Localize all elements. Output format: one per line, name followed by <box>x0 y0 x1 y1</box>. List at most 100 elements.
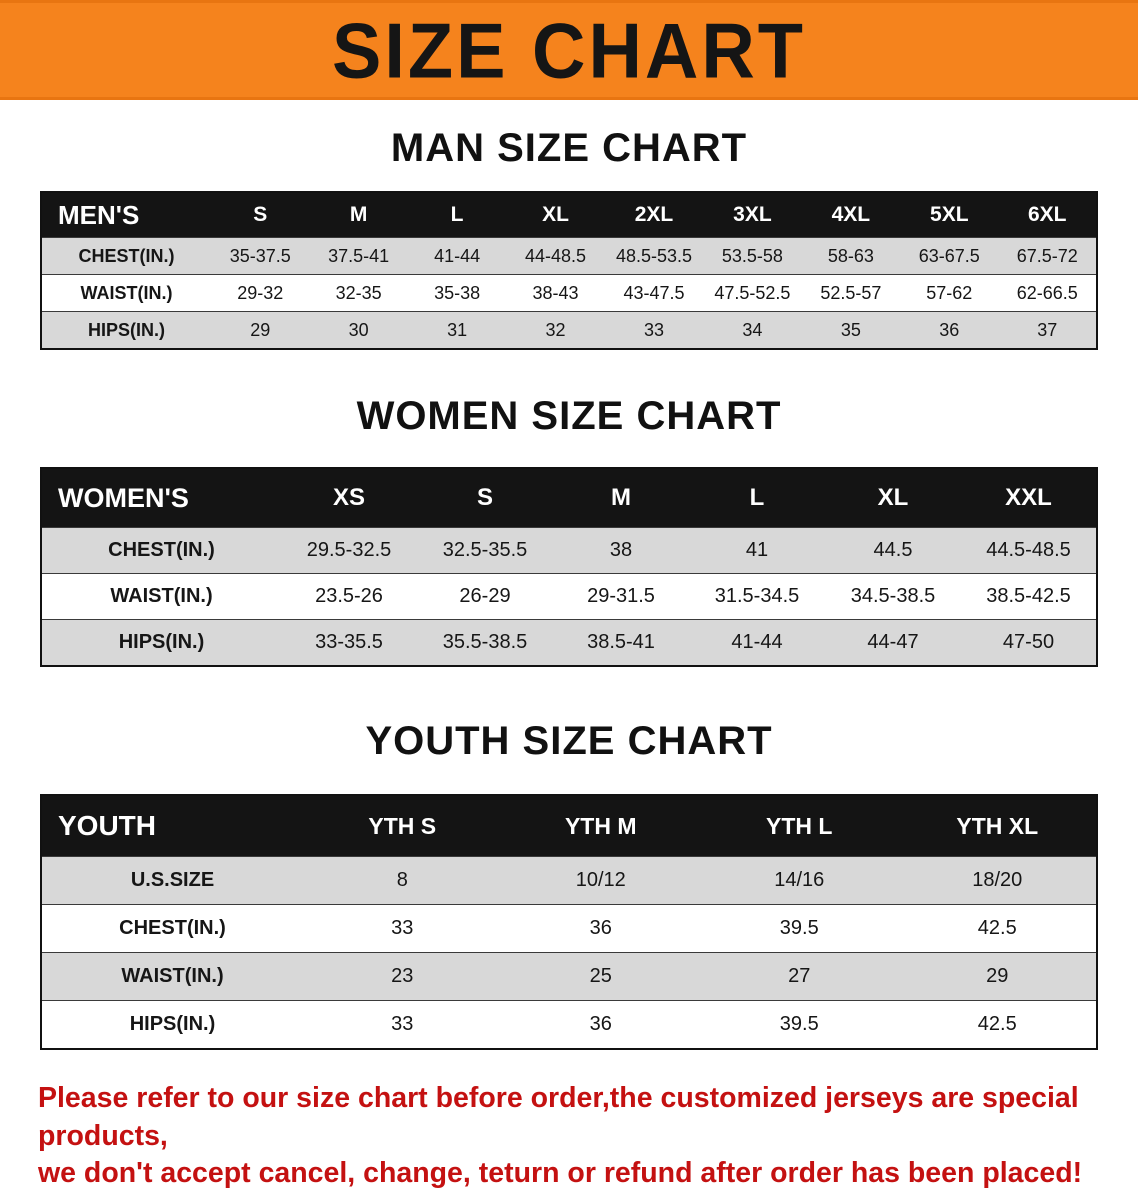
size-value: 38-43 <box>506 274 605 312</box>
women-section-title: WOMEN SIZE CHART <box>356 394 782 438</box>
row-label: CHEST(IN.) <box>41 237 211 275</box>
youth-size-column-header: YTH L <box>700 795 899 857</box>
size-value: 47-50 <box>961 619 1097 667</box>
size-value: 44-47 <box>825 619 961 667</box>
youth-size-column-header: YTH S <box>303 795 502 857</box>
size-value: 35 <box>801 311 901 350</box>
row-label: HIPS(IN.) <box>41 1000 303 1050</box>
size-value: 58-63 <box>801 237 901 275</box>
women-size-column-header: XXL <box>961 468 1097 528</box>
size-value: 33 <box>604 311 704 350</box>
size-value: 38 <box>553 527 689 574</box>
women-size-column-header: S <box>417 468 553 528</box>
size-value: 10/12 <box>501 856 700 905</box>
size-value: 31 <box>407 311 507 350</box>
size-value: 47.5-52.5 <box>703 274 802 312</box>
size-value: 44.5 <box>825 527 961 574</box>
size-value: 36 <box>900 311 999 350</box>
men-table-corner-label: MEN'S <box>41 192 211 238</box>
size-value: 23.5-26 <box>281 573 417 620</box>
row-label: WAIST(IN.) <box>41 274 211 312</box>
size-value: 27 <box>700 952 899 1001</box>
size-value: 42.5 <box>898 1000 1097 1050</box>
row-label: WAIST(IN.) <box>41 952 303 1001</box>
size-value: 38.5-42.5 <box>961 573 1097 620</box>
size-value: 36 <box>501 904 700 953</box>
women-size-column-header: XL <box>825 468 961 528</box>
size-value: 37 <box>998 311 1097 350</box>
row-label: U.S.SIZE <box>41 856 303 905</box>
men-size-column-header: L <box>407 192 507 238</box>
size-value: 57-62 <box>900 274 999 312</box>
men-size-column-header: 4XL <box>801 192 901 238</box>
size-value: 34 <box>703 311 802 350</box>
disclaimer: Please refer to our size chart before or… <box>0 1080 1138 1193</box>
size-value: 32 <box>506 311 605 350</box>
size-value: 42.5 <box>898 904 1097 953</box>
size-value: 33 <box>303 1000 502 1050</box>
size-value: 52.5-57 <box>801 274 901 312</box>
women-row-waist-in: WAIST(IN.) 23.5-26 26-29 29-31.5 31.5-34.5 34… <box>41 573 1097 620</box>
size-value: 35-37.5 <box>211 237 310 275</box>
youth-header-row: YOUTH YTH S YTH M YTH L YTH XL <box>41 795 1097 857</box>
size-value: 41-44 <box>407 237 507 275</box>
women-size-table: WOMEN'S XS S M L XL XXL CHEST(IN.) 29.5-32.5 32.5… <box>40 467 1098 667</box>
youth-row-u-s-size: U.S.SIZE 8 10/12 14/16 18/20 <box>41 856 1097 905</box>
size-value: 25 <box>501 952 700 1001</box>
men-size-table: MEN'S S M L XL 2XL 3XL 4XL 5XL 6XL CHEST(IN.) 35-37… <box>40 191 1098 350</box>
youth-size-section: YOUTH SIZE CHART YOUTH YTH S YTH M YTH L YTH… <box>0 719 1138 1050</box>
youth-table-corner-label: YOUTH <box>41 795 303 857</box>
size-value: 34.5-38.5 <box>825 573 961 620</box>
women-table-corner-label: WOMEN'S <box>41 468 281 528</box>
row-label: CHEST(IN.) <box>41 527 281 574</box>
youth-row-waist-in: WAIST(IN.) 23 25 27 29 <box>41 952 1097 1001</box>
size-value: 39.5 <box>700 1000 899 1050</box>
women-row-chest-in: CHEST(IN.) 29.5-32.5 32.5-35.5 38 41 44.5 44.5… <box>41 527 1097 574</box>
women-size-column-header: XS <box>281 468 417 528</box>
women-size-section: WOMEN SIZE CHART WOMEN'S XS S M L XL XXL CHEST(… <box>0 394 1138 667</box>
size-value: 35-38 <box>407 274 507 312</box>
men-header-row: MEN'S S M L XL 2XL 3XL 4XL 5XL 6XL <box>41 192 1097 238</box>
size-value: 37.5-41 <box>309 237 408 275</box>
men-size-column-header: M <box>309 192 408 238</box>
size-value: 8 <box>303 856 502 905</box>
size-value: 29.5-32.5 <box>281 527 417 574</box>
men-row-waist-in: WAIST(IN.) 29-32 32-35 35-38 38-43 43-47.5 47.… <box>41 274 1097 312</box>
size-value: 29 <box>211 311 310 350</box>
men-size-column-header: 6XL <box>998 192 1097 238</box>
men-size-column-header: 2XL <box>604 192 704 238</box>
row-label: WAIST(IN.) <box>41 573 281 620</box>
size-value: 41 <box>689 527 825 574</box>
size-value: 26-29 <box>417 573 553 620</box>
disclaimer-line-1: Please refer to our size chart before or… <box>38 1082 1079 1152</box>
size-value: 63-67.5 <box>900 237 999 275</box>
men-size-column-header: 3XL <box>703 192 802 238</box>
men-size-column-header: 5XL <box>900 192 999 238</box>
size-value: 44.5-48.5 <box>961 527 1097 574</box>
size-value: 29 <box>898 952 1097 1001</box>
size-value: 14/16 <box>700 856 899 905</box>
men-size-column-header: XL <box>506 192 605 238</box>
youth-size-column-header: YTH M <box>501 795 700 857</box>
size-value: 29-32 <box>211 274 310 312</box>
size-value: 18/20 <box>898 856 1097 905</box>
page-title: SIZE CHART <box>332 6 806 94</box>
youth-row-chest-in: CHEST(IN.) 33 36 39.5 42.5 <box>41 904 1097 953</box>
size-value: 35.5-38.5 <box>417 619 553 667</box>
row-label: CHEST(IN.) <box>41 904 303 953</box>
women-header-row: WOMEN'S XS S M L XL XXL <box>41 468 1097 528</box>
size-value: 41-44 <box>689 619 825 667</box>
men-row-chest-in: CHEST(IN.) 35-37.5 37.5-41 41-44 44-48.5 48.5… <box>41 237 1097 275</box>
men-size-section: MAN SIZE CHART MEN'S S M L XL 2XL 3XL 4XL 5XL 6XL… <box>0 126 1138 350</box>
disclaimer-line-2: we don't accept cancel, change, teturn o… <box>38 1157 1083 1190</box>
size-value: 62-66.5 <box>998 274 1097 312</box>
men-section-title: MAN SIZE CHART <box>390 126 748 170</box>
size-value: 33-35.5 <box>281 619 417 667</box>
women-size-column-header: M <box>553 468 689 528</box>
size-value: 67.5-72 <box>998 237 1097 275</box>
youth-size-table: YOUTH YTH S YTH M YTH L YTH XL U.S.SIZE 8 10/12… <box>40 794 1098 1050</box>
row-label: HIPS(IN.) <box>41 311 211 350</box>
size-value: 43-47.5 <box>604 274 704 312</box>
size-value: 48.5-53.5 <box>604 237 704 275</box>
